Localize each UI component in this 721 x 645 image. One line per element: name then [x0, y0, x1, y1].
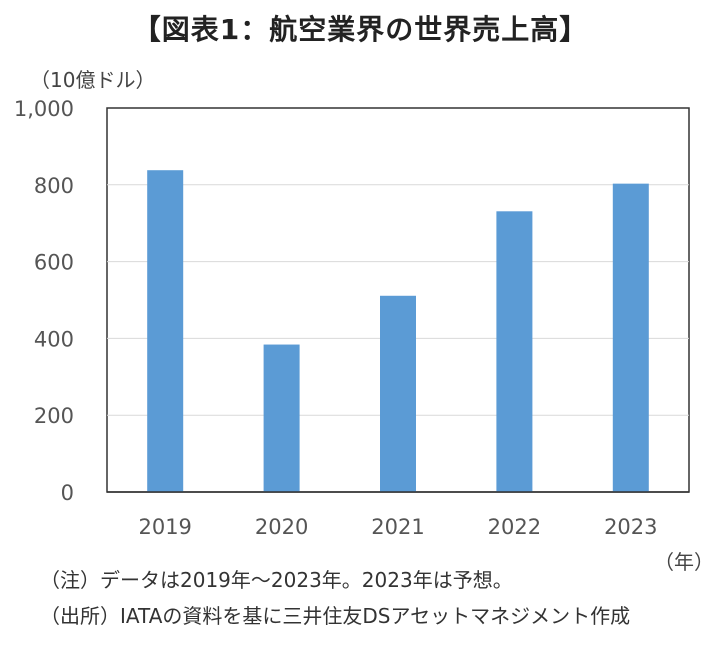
x-tick-label: 2019 — [138, 515, 191, 539]
bar — [147, 170, 184, 492]
x-axis-unit-label: （年） — [654, 550, 714, 574]
footnote-source: （出所）IATAの資料を基に三井住友DSアセットマネジメント作成 — [40, 604, 631, 628]
y-axis-unit-label: （10億ドル） — [30, 68, 156, 92]
y-tick-label: 800 — [34, 174, 74, 198]
chart-title: 【図表1：航空業界の世界売上高】 — [132, 13, 589, 46]
x-tick-label: 2023 — [604, 515, 657, 539]
y-tick-label: 600 — [34, 251, 74, 275]
bar-chart: 0 200 400 600 800 1,000 2019 2020 2021 2022 2023 — [14, 97, 690, 539]
bar — [263, 344, 300, 492]
x-tick-label: 2022 — [488, 515, 541, 539]
y-tick-label: 200 — [34, 404, 74, 428]
y-tick-label: 400 — [34, 327, 74, 351]
bar — [380, 295, 416, 492]
bar — [496, 211, 533, 492]
y-tick-label: 1,000 — [14, 97, 74, 121]
bar — [612, 183, 649, 492]
footnote-data-note: （注）データは2019年～2023年。2023年は予想。 — [40, 568, 513, 592]
y-tick-label: 0 — [61, 481, 74, 505]
x-tick-label: 2020 — [255, 515, 308, 539]
x-tick-label: 2021 — [371, 515, 424, 539]
